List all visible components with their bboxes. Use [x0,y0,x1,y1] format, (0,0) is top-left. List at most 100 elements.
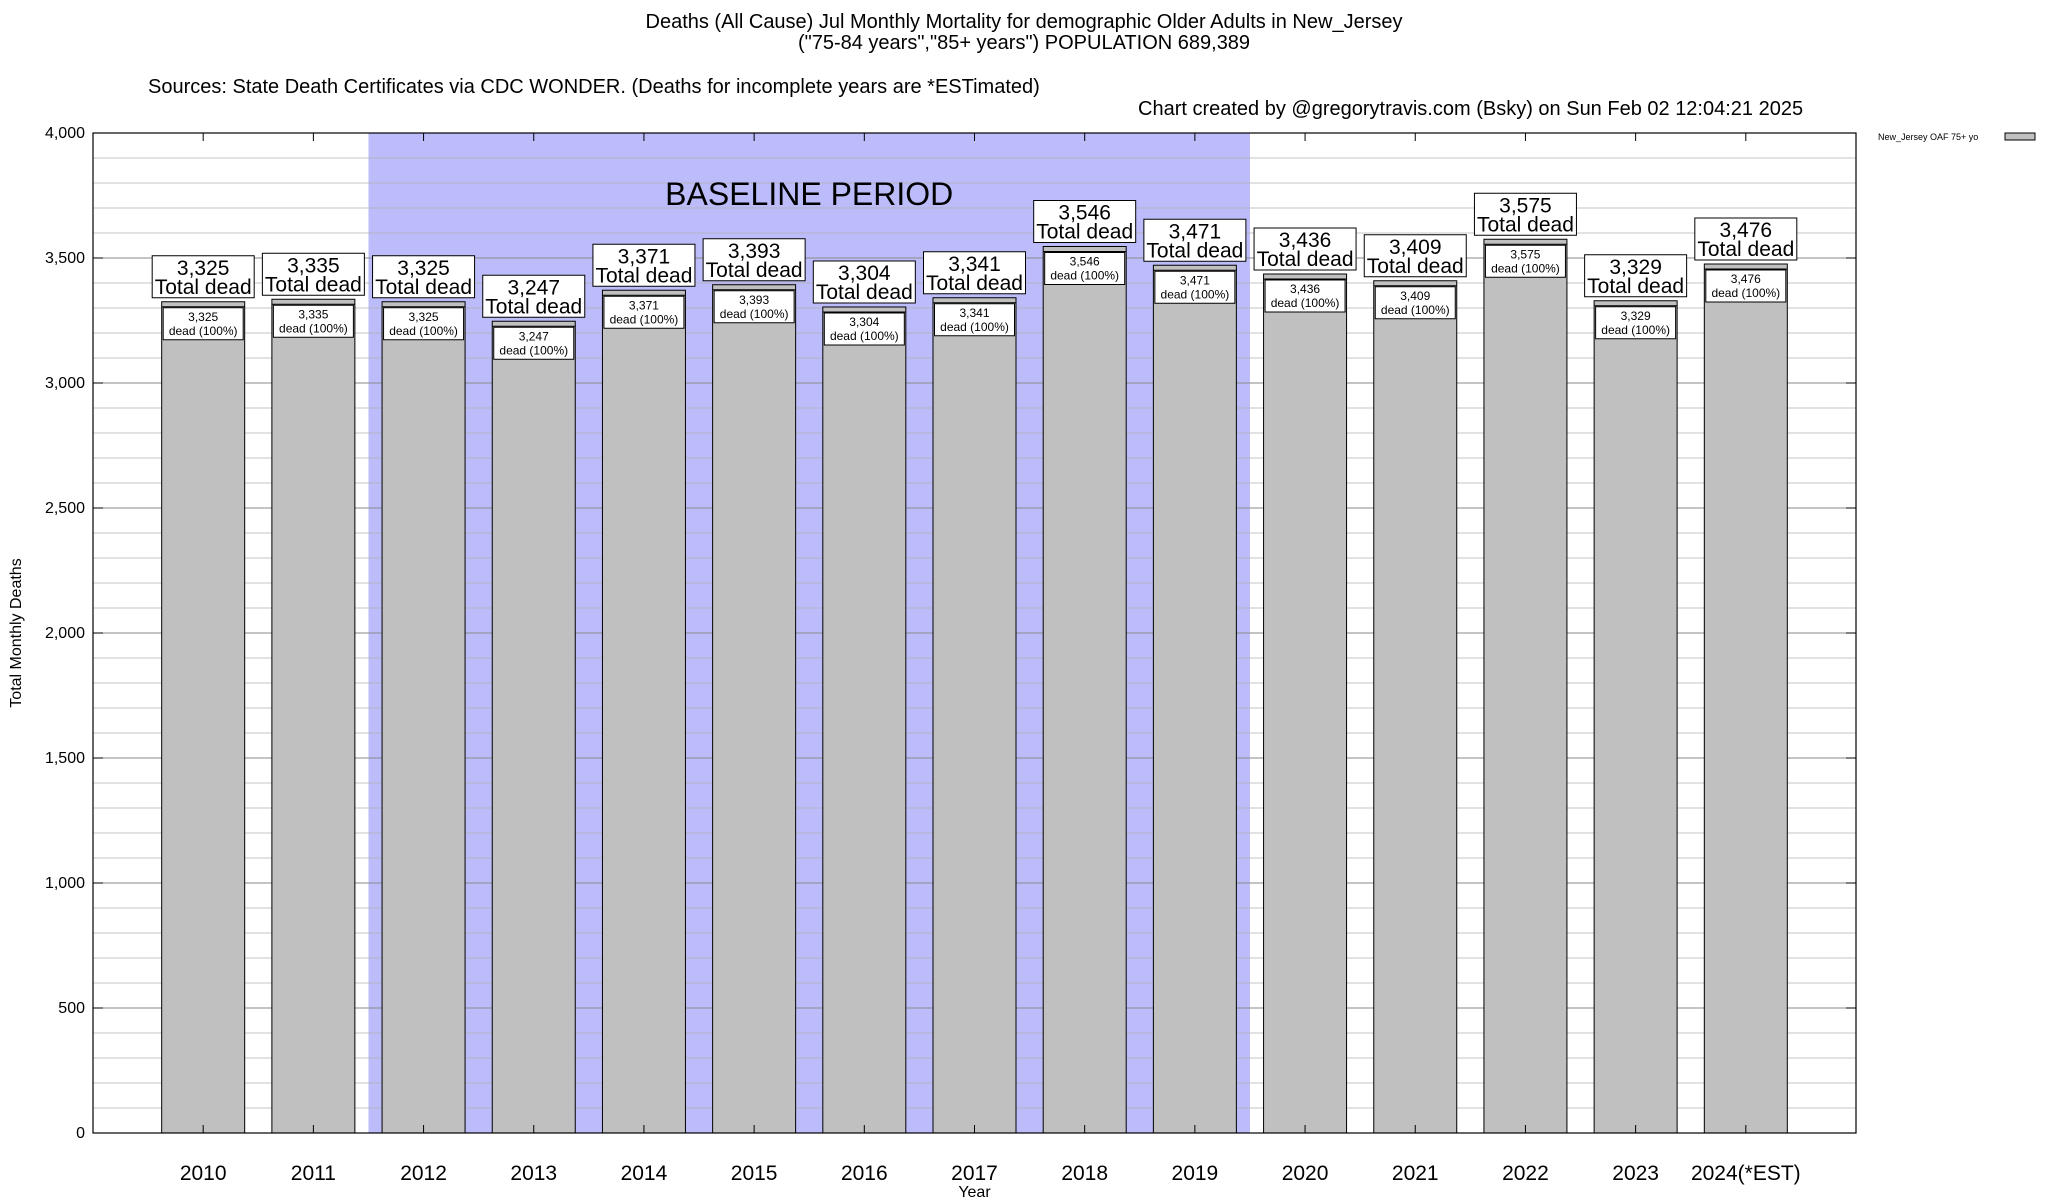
chart-subtitle: Sources: State Death Certificates via CD… [0,54,2048,120]
x-tick-label: 2016 [841,1162,888,1185]
total-label-box [1033,200,1137,243]
total-label-box [372,255,476,299]
segment-percent-label: dead (100%) [1381,303,1450,317]
total-label-box [812,260,916,304]
total-value-label: 3,476 [1720,219,1773,242]
total-value-label: 3,325 [177,257,230,280]
total-dead-label: Total dead [706,259,803,282]
segment-percent-label: dead (100%) [1050,269,1119,283]
x-tick-label: 2022 [1502,1162,1549,1185]
bar-2016 [822,306,907,1134]
segment-label-box [1595,306,1677,340]
total-label-box [592,243,696,287]
segment-label-box [493,326,575,360]
total-dead-label: Total dead [1587,275,1684,298]
total-label-box [261,252,365,296]
total-dead-label: Total dead [265,273,362,296]
segment-percent-label: dead (100%) [940,320,1009,334]
total-label-box [482,274,586,318]
segment-value-label: 3,393 [739,293,769,307]
segment-value-label: 3,546 [1070,255,1100,269]
chart-title-line1: Deaths (All Cause) Jul Monthly Mortality… [645,11,1403,33]
y-tick-label: 2,500 [45,500,85,517]
x-tick-label: 2021 [1392,1162,1439,1185]
x-tick-label: 2011 [291,1162,336,1185]
total-value-label: 3,304 [838,262,891,285]
baseline-period-label: BASELINE PERIOD [665,176,953,212]
segment-percent-label: dead (100%) [169,324,238,338]
segment-percent-label: dead (100%) [1491,261,1560,275]
sources-text: Sources: State Death Certificates via CD… [148,76,1040,98]
total-value-label: 3,409 [1389,236,1442,259]
segment-percent-label: dead (100%) [1601,323,1670,337]
segment-percent-label: dead (100%) [279,321,348,335]
segment-percent-label: dead (100%) [830,329,899,343]
segment-value-label: 3,247 [519,329,549,343]
total-dead-label: Total dead [375,276,472,299]
total-dead-label: Total dead [485,295,582,318]
segment-value-label: 3,476 [1731,272,1761,286]
chart-title-line2: ("75-84 years","85+ years") POPULATION 6… [797,32,1251,54]
total-dead-label: Total dead [926,272,1023,295]
chart-title: Deaths (All Cause) Jul Monthly Mortality… [0,12,2048,54]
segment-label-box [1705,269,1787,303]
segment-label-box [1484,244,1566,278]
bar-2011 [271,298,356,1134]
bar-2018 [1042,246,1127,1134]
y-tick-label: 2,000 [45,625,85,642]
total-label-box [1143,218,1247,262]
x-tick-label: 2012 [400,1162,447,1185]
bar-2010 [161,301,246,1134]
segment-label-box [1044,252,1126,285]
total-dead-label: Total dead [1697,238,1794,261]
segment-label-box [713,290,795,324]
bar-2023 [1593,300,1678,1134]
bar-2020 [1263,273,1348,1134]
total-dead-label: Total dead [155,276,252,299]
x-axis-label: Year [958,1184,991,1200]
y-axis-label: Total Monthly Deaths [8,558,25,707]
y-tick-label: 1,000 [45,875,85,892]
x-tick-label: 2020 [1282,1162,1329,1185]
total-label-box [151,255,255,299]
segment-label-box [272,304,354,338]
segment-value-label: 3,341 [959,306,989,320]
x-tick-label: 2013 [510,1162,557,1185]
y-tick-label: 500 [58,1000,85,1017]
total-dead-label: Total dead [1367,255,1464,278]
y-tick-label: 3,500 [45,250,85,267]
segment-value-label: 3,409 [1400,289,1430,303]
segment-percent-label: dead (100%) [499,343,568,357]
segment-label-box [383,307,465,341]
segment-value-label: 3,371 [629,298,659,312]
total-value-label: 3,335 [287,254,340,277]
total-dead-label: Total dead [1257,248,1354,271]
segment-percent-label: dead (100%) [720,307,789,321]
x-tick-label: 2010 [180,1162,227,1185]
bar-2013 [491,320,576,1134]
segment-label-box [603,295,685,329]
total-value-label: 3,325 [397,257,450,280]
y-tick-label: 4,000 [45,125,85,142]
bar-2024(*EST) [1703,263,1788,1134]
segment-value-label: 3,325 [188,310,218,324]
bar-2021 [1373,280,1458,1134]
y-tick-label: 3,000 [45,375,85,392]
total-label-box [923,251,1026,295]
total-dead-label: Total dead [816,281,913,304]
total-value-label: 3,393 [728,240,781,263]
segment-percent-label: dead (100%) [1711,286,1780,300]
total-value-label: 3,329 [1609,256,1662,279]
bar-2022 [1483,238,1568,1134]
x-tick-label: 2017 [951,1162,998,1185]
total-label-box [1694,217,1798,261]
x-tick-label: 2023 [1612,1162,1659,1185]
y-tick-label: 1,500 [45,750,85,767]
legend-entry-label: New_Jersey OAF 75+ yo [1878,132,1978,142]
total-label-box [1584,254,1688,298]
plot-border [92,132,1857,1134]
x-tick-label: 2024(*EST) [1691,1162,1801,1185]
segment-label-box [823,312,905,346]
total-dead-label: Total dead [1477,213,1574,236]
total-label-box [1253,227,1357,271]
